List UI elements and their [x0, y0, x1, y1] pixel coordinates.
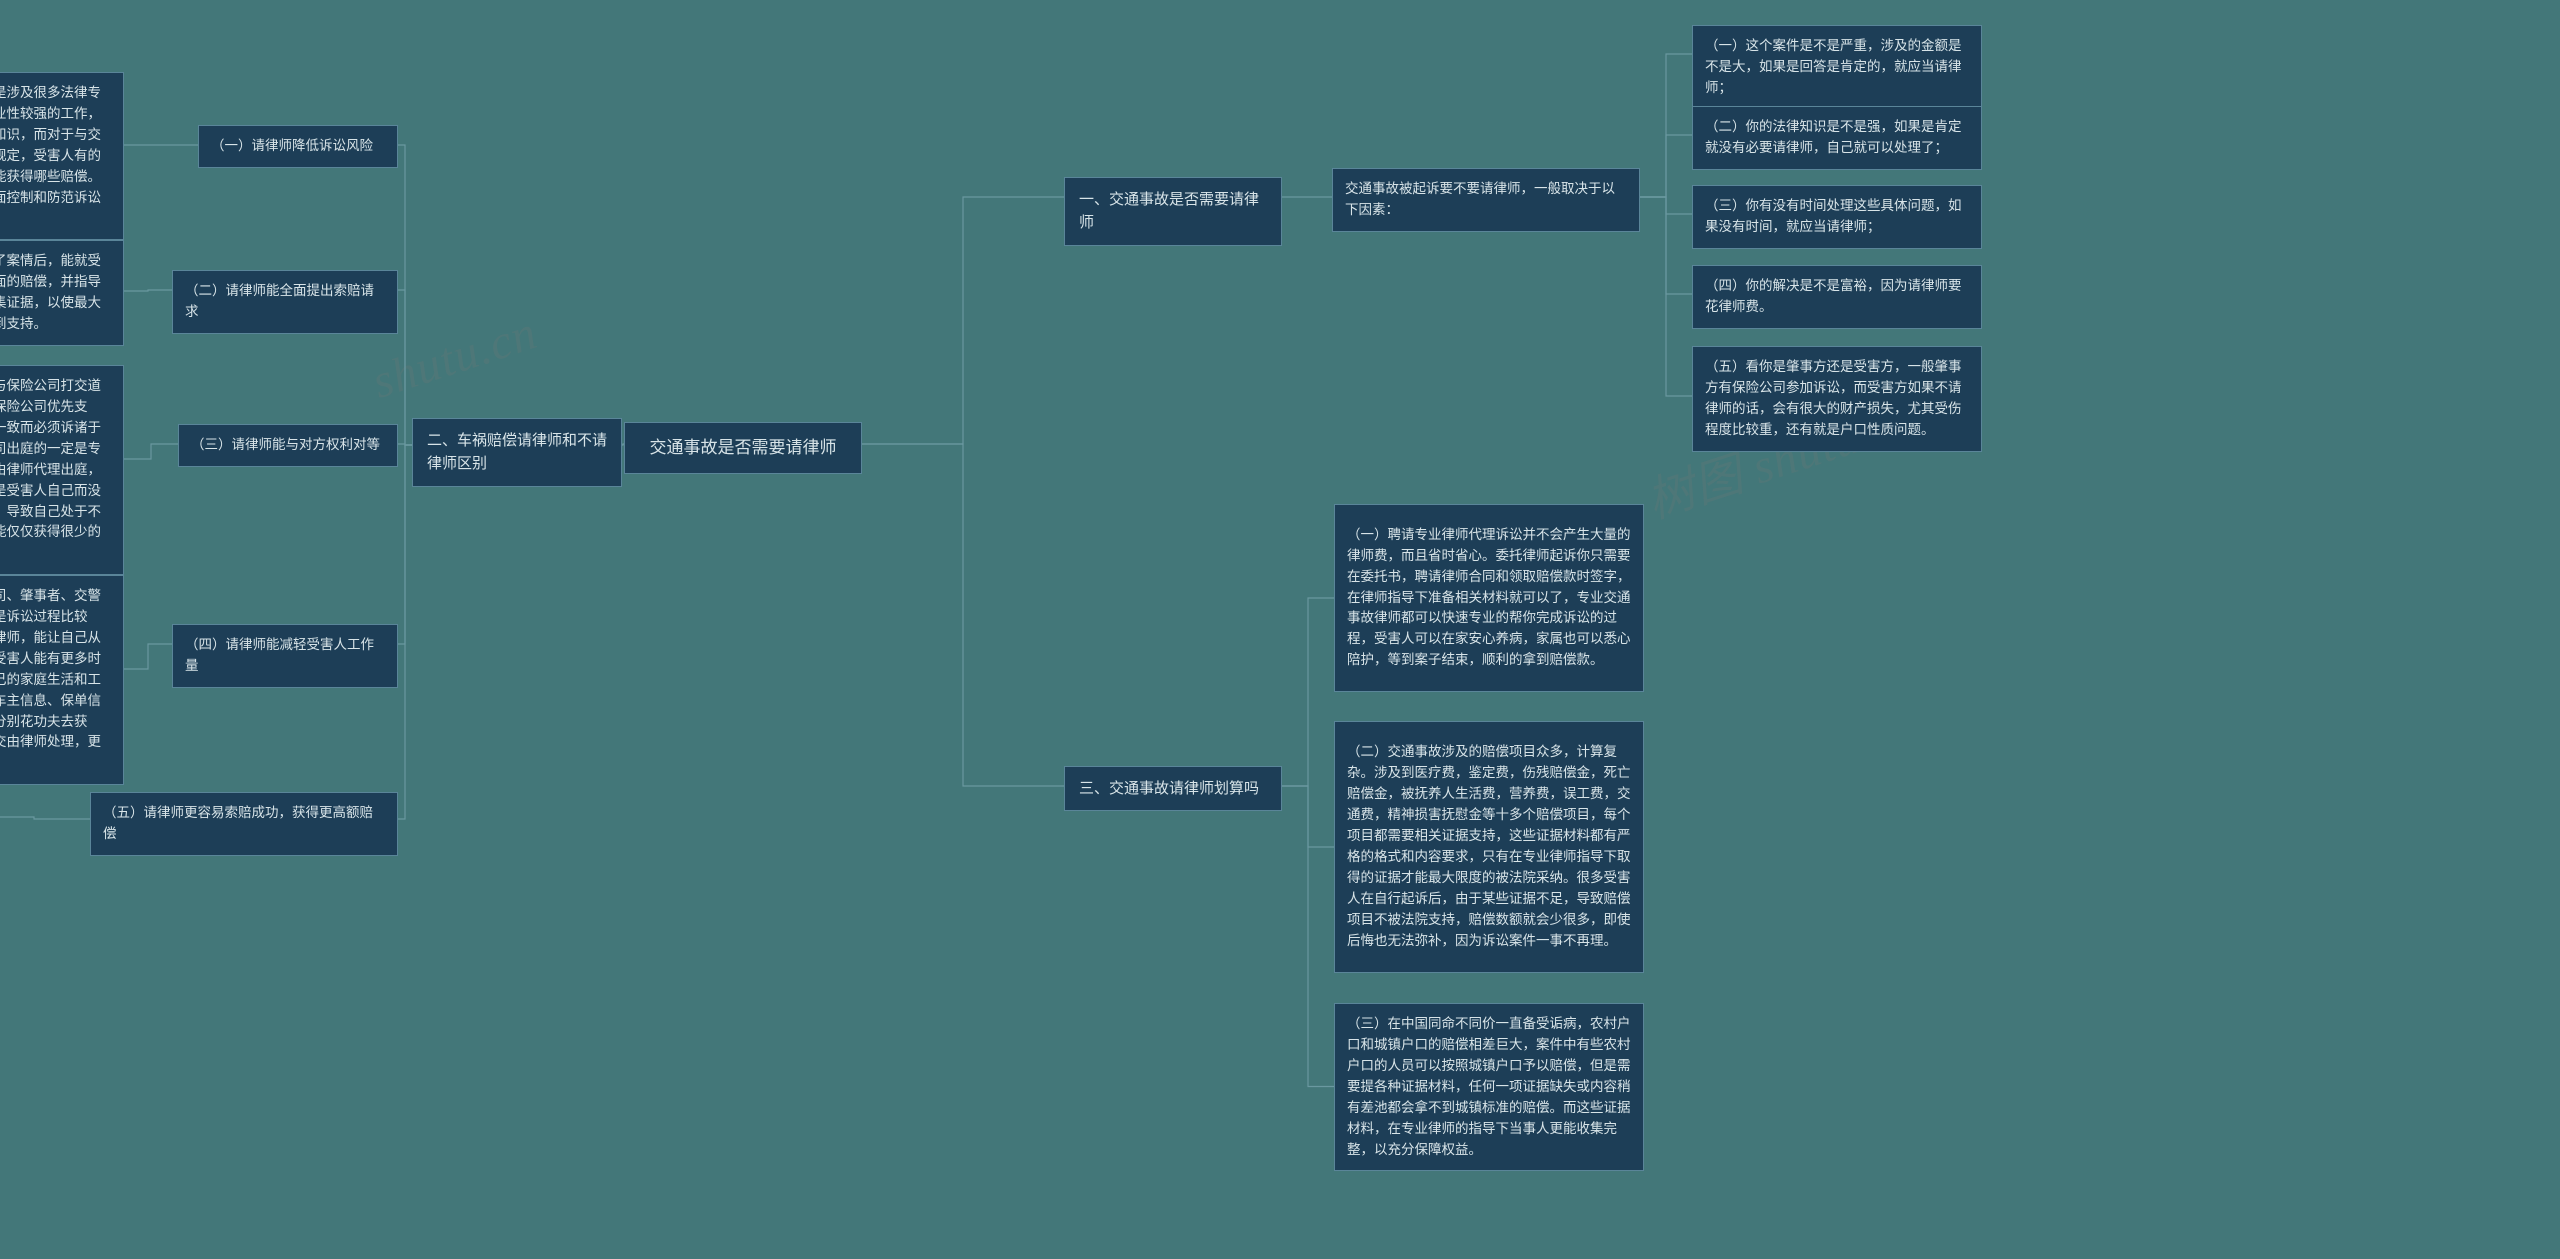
leaf-node: （四）你的解决是不是富裕，因为请律师要花律师费。 — [1692, 265, 1982, 329]
mid-node: （五）请律师更容易索赔成功，获得更高额赔偿 — [90, 792, 398, 856]
branch-node: 三、交通事故请律师划算吗 — [1064, 766, 1282, 811]
detail-node: 交通事故大多数时候是需要与保险公司打交道的，因为很多赔偿款都会由保险公司优先支付… — [0, 365, 124, 575]
detail-node: 交通事故索赔尤其是诉讼，是涉及很多法律专业知识，是一门技术性和专业性较强的工作，… — [0, 72, 124, 240]
branch-node: 一、交通事故是否需要请律师 — [1064, 177, 1282, 246]
detail-node: 交通事故索赔需要跟保险公司、肇事者、交警部门以及法院打交道，尤其是诉讼过程比较长… — [0, 575, 124, 785]
branch-node: 二、车祸赔偿请律师和不请律师区别 — [412, 418, 622, 487]
mid-node: （三）请律师能与对方权利对等 — [178, 424, 398, 467]
leaf-node: （三）在中国同命不同价一直备受诟病，农村户口和城镇户口的赔偿相差巨大，案件中有些… — [1334, 1003, 1644, 1171]
mid-node: （一）请律师降低诉讼风险 — [198, 125, 398, 168]
leaf-node: （一）这个案件是不是严重，涉及的金额是不是大，如果是回答是肯定的，就应当请律师； — [1692, 25, 1982, 110]
root-node: 交通事故是否需要请律师 — [624, 422, 862, 474]
detail-node: 交通事故专业律师，能全面了案情后，能就受害人所遭受的损失，提出全面的赔偿，并指导… — [0, 240, 124, 346]
mid-node: 交通事故被起诉要不要请律师，一般取决于以下因素： — [1332, 168, 1640, 232]
mid-node: （二）请律师能全面提出索赔请求 — [172, 270, 398, 334]
leaf-node: （一）聘请专业律师代理诉讼并不会产生大量的律师费，而且省时省心。委托律师起诉你只… — [1334, 504, 1644, 692]
leaf-node: （二）交通事故涉及的赔偿项目众多，计算复杂。涉及到医疗费，鉴定费，伤残赔偿金，死… — [1334, 721, 1644, 973]
leaf-node: （二）你的法律知识是不是强，如果是肯定就没有必要请律师，自己就可以处理了； — [1692, 106, 1982, 170]
mid-node: （四）请律师能减轻受害人工作量 — [172, 624, 398, 688]
leaf-node: （五）看你是肇事方还是受害方，一般肇事方有保险公司参加诉讼，而受害方如果不请律师… — [1692, 346, 1982, 452]
leaf-node: （三）你有没有时间处理这些具体问题，如果没有时间，就应当请律师； — [1692, 185, 1982, 249]
